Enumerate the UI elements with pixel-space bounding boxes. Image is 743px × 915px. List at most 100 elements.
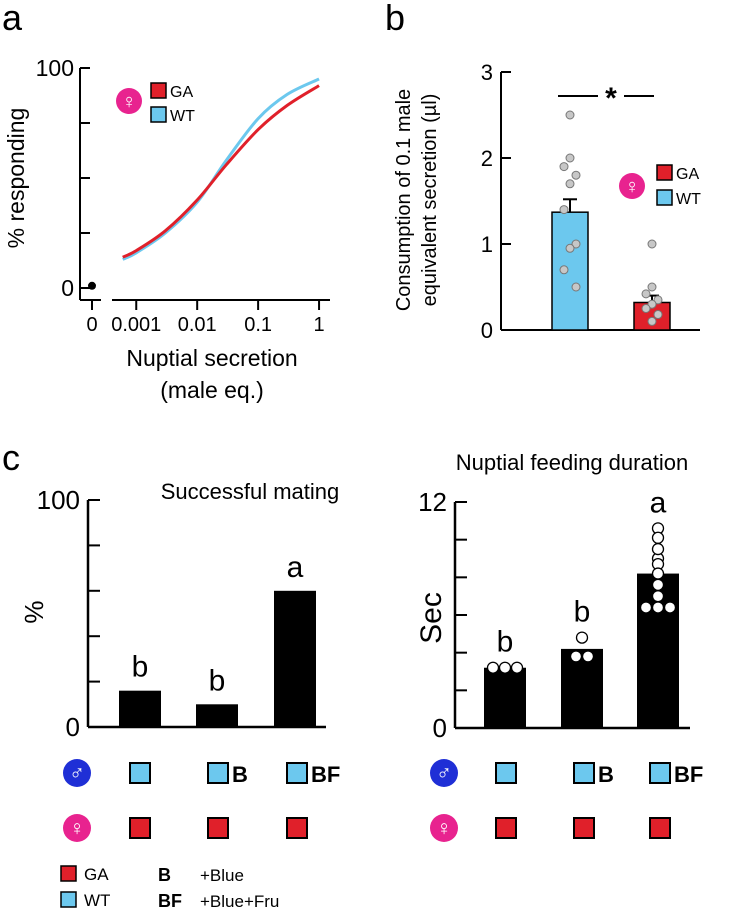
legend-label-wt: WT <box>676 191 701 208</box>
legend-label-ga: GA <box>170 84 193 101</box>
data-point <box>639 601 653 614</box>
data-point <box>575 631 589 644</box>
data-point <box>498 661 512 674</box>
data-point <box>571 239 581 249</box>
bar <box>196 704 238 727</box>
panel-a-legend: ♀ GA WT <box>116 82 195 125</box>
panel-b-significance: * <box>558 82 654 115</box>
male-genotype-swatch <box>495 762 517 784</box>
legend-swatch-wt <box>656 189 673 206</box>
female-genotype-swatch <box>649 817 671 839</box>
significance-letter: a <box>650 486 667 519</box>
panel-b-ylabel-line1: Consumption of 0.1 male <box>393 89 415 311</box>
legend-desc-bf: +Blue+Fru <box>200 892 279 911</box>
panel-c-left-bars: b b a <box>119 551 316 727</box>
significance-star: * <box>605 82 617 115</box>
data-point <box>651 567 665 580</box>
panel-a-xlabel-line2: (male eq.) <box>160 377 264 403</box>
data-point <box>581 650 595 663</box>
panel-c-right: Nuptial feeding duration Sec 0 12 b b a ♂ ♀ B… <box>415 450 703 842</box>
data-point <box>559 205 569 215</box>
male-symbol-glyph: ♂ <box>69 762 85 785</box>
panel-c-left: Successful mating % 0 100 b b a ♂ ♀ B BF <box>19 479 340 842</box>
data-point <box>651 542 665 556</box>
bar <box>484 667 526 728</box>
legend-swatch-ga <box>656 164 673 181</box>
legend-swatch-ga <box>150 82 167 99</box>
female-symbol-icon <box>63 814 91 842</box>
female-symbol-icon <box>116 88 142 114</box>
y-tick-label: 12 <box>418 487 447 517</box>
female-symbol-glyph: ♀ <box>436 817 452 840</box>
significance-letter: a <box>287 551 304 584</box>
legend-label-ga: GA <box>676 166 699 183</box>
male-treatment-label: BF <box>674 762 703 787</box>
significance-letter: b <box>574 596 591 629</box>
series-line-ga <box>122 84 320 259</box>
female-genotype-swatch <box>573 817 595 839</box>
male-treatment-label: BF <box>311 762 340 787</box>
panel-c-left-ylabel: % <box>19 600 49 623</box>
panel-a-xlabel-line1: Nuptial secretion <box>126 345 297 371</box>
significance-letter: b <box>209 664 226 697</box>
y-tick-label: 0 <box>66 712 80 742</box>
male-genotype-swatch <box>286 762 308 784</box>
male-symbol-glyph: ♂ <box>436 762 452 785</box>
data-point <box>565 243 575 253</box>
panel-b: 0 1 2 3 Consumption of 0.1 male equivalent … <box>393 60 701 343</box>
panel-c-left-genotype-rows: ♂ ♀ B BF <box>63 759 340 842</box>
female-symbol-glyph: ♀ <box>122 91 137 113</box>
legend-abbrev-bf: BF <box>158 891 182 911</box>
female-genotype-swatch <box>495 817 517 839</box>
data-point <box>653 295 663 305</box>
female-genotype-swatch <box>286 817 308 839</box>
x-tick-label: 0.001 <box>111 314 161 336</box>
male-symbol-icon <box>430 759 458 787</box>
bottom-legend: GA WT B +Blue BF +Blue+Fru <box>60 865 279 911</box>
legend-label-ga: GA <box>84 865 109 884</box>
data-point <box>569 650 583 663</box>
panel-b-ylabel-line2: equivalent secretion (µl) <box>419 94 441 307</box>
panel-a-ylabel: % responding <box>3 108 29 249</box>
y-tick-label: 100 <box>36 55 74 81</box>
data-point <box>647 282 657 292</box>
male-treatment-label: B <box>232 762 248 787</box>
male-treatment-label: B <box>598 762 614 787</box>
y-tick-label: 0 <box>433 713 447 743</box>
data-point <box>565 179 575 189</box>
y-tick-label: 0 <box>481 318 493 343</box>
data-point <box>651 601 665 614</box>
bar <box>561 648 603 728</box>
panel-c-right-bars: b b a <box>484 486 679 728</box>
panel-a-lines <box>88 77 320 290</box>
x-tick-label: 0.1 <box>244 314 272 336</box>
data-point <box>651 590 665 603</box>
data-point <box>565 153 575 163</box>
bar <box>119 690 161 727</box>
legend-abbrev-b: B <box>158 865 171 885</box>
male-genotype-swatch <box>129 762 151 784</box>
data-point <box>571 282 581 292</box>
panel-label-b: b <box>385 0 405 38</box>
panel-c-right-title: Nuptial feeding duration <box>456 450 688 475</box>
data-point <box>641 289 651 299</box>
panel-label-c: c <box>2 437 20 478</box>
female-symbol-icon <box>430 814 458 842</box>
significance-letter: b <box>497 626 514 659</box>
zero-dose-point <box>88 281 96 290</box>
data-point <box>651 578 665 592</box>
panel-a-axes: 0 100 0 0.001 0.01 0.1 1 <box>36 55 330 336</box>
panel-label-a: a <box>2 0 23 38</box>
panel-b-bars <box>551 110 671 331</box>
x-tick-label-zero: 0 <box>86 314 97 336</box>
data-point <box>486 661 500 674</box>
y-tick-label: 0 <box>61 275 74 301</box>
panel-c-left-title: Successful mating <box>161 479 340 504</box>
data-point <box>647 316 657 326</box>
panel-c-right-ylabel: Sec <box>415 592 448 644</box>
data-point <box>641 304 651 313</box>
data-point <box>559 162 569 172</box>
male-symbol-icon <box>63 759 91 787</box>
y-tick-label: 2 <box>481 146 493 171</box>
data-point <box>651 531 665 544</box>
